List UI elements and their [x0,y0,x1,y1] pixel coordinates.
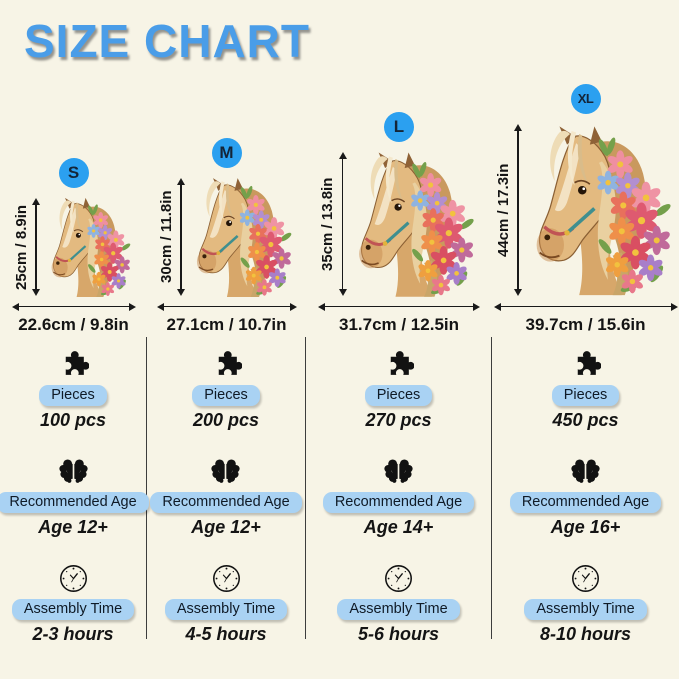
height-dimension-label: 44cm / 17.3in [494,162,512,257]
brain-icon [58,456,89,487]
horizontal-arrow [156,301,297,313]
time-group: Assembly Time 4-5 hours [164,563,288,645]
pieces-group: Pieces 200 pcs [192,349,260,431]
vertical-arrow [337,151,348,297]
size-column-xl: XL 44cm / 17.3in 39.7cm / 15.6in [492,71,679,644]
figure-l: L 35cm / 13.8in 31.7cm / 12.5in [318,71,480,337]
pieces-value: 100 pcs [39,409,107,430]
width-dimension-label: 22.6cm / 9.8in [18,314,129,334]
puzzle-piece-icon [211,349,242,380]
age-label: Recommended Age [0,491,149,513]
time-label: Assembly Time [337,598,460,620]
horse-puzzle-image [350,151,480,297]
age-value: Age 12+ [38,516,108,537]
size-badge-xl: XL [570,83,601,114]
clock-icon [383,563,414,594]
age-value: Age 16+ [550,516,621,537]
horse-puzzle-image [189,177,297,297]
figure-m: M 30cm / 11.8in 27.1cm / 10.7in [156,71,297,337]
age-group: Recommended Age Age 14+ [322,456,475,538]
age-label: Recommended Age [322,491,475,513]
time-label: Assembly Time [524,598,647,620]
time-group: Assembly Time 5-6 hours [337,563,460,645]
specs-xl: Pieces 450 pcs Recommended Age Age 16+ A… [492,337,679,644]
time-value: 2-3 hours [32,623,114,644]
specs-s: Pieces 100 pcs Recommended Age Age 12+ A… [0,336,149,644]
time-label: Assembly Time [164,598,288,620]
clock-icon [211,563,242,594]
horizontal-arrow [493,301,678,313]
size-badge-s: S [58,157,89,188]
age-label: Recommended Age [150,491,302,513]
age-group: Recommended Age Age 12+ [150,456,302,538]
pieces-value: 270 pcs [365,409,432,430]
time-group: Assembly Time 8-10 hours [524,563,647,645]
age-value: Age 14+ [363,516,434,537]
clock-icon [58,563,89,594]
pieces-label: Pieces [39,384,107,406]
vertical-arrow [176,177,187,297]
time-label: Assembly Time [11,598,135,620]
age-label: Recommended Age [509,491,662,513]
time-value: 4-5 hours [185,623,267,644]
figure-xl: XL 44cm / 17.3in 39.7cm / 15.6in [493,71,678,337]
pieces-group: Pieces 270 pcs [364,349,433,431]
clock-icon [570,563,601,594]
puzzle-piece-icon [58,349,89,380]
figure-s: S 25cm / 8.9in 22.6cm / 9.8in [11,71,136,337]
size-badge-m: M [211,137,242,168]
puzzle-piece-icon [570,349,601,380]
height-dimension-label: 35cm / 13.8in [319,176,336,271]
size-column-m: M 30cm / 11.8in 27.1cm / 10.7in [147,71,306,644]
size-column-l: L 35cm / 13.8in 31.7cm / 12.5in [306,71,492,644]
pieces-value: 450 pcs [552,409,619,430]
time-value: 8-10 hours [539,623,632,644]
time-value: 5-6 hours [357,623,440,644]
age-group: Recommended Age Age 16+ [509,456,662,538]
pieces-label: Pieces [551,384,620,406]
puzzle-piece-icon [383,349,414,380]
pieces-group: Pieces 100 pcs [39,349,107,431]
brain-icon [210,456,241,487]
page-title: SIZE CHART [24,15,310,67]
pieces-label: Pieces [192,384,260,406]
pieces-label: Pieces [364,384,433,406]
horse-puzzle-image [44,197,136,297]
vertical-arrow [31,197,42,297]
time-group: Assembly Time 2-3 hours [11,563,135,645]
age-value: Age 12+ [191,516,261,537]
specs-m: Pieces 200 pcs Recommended Age Age 12+ A… [147,336,306,644]
brain-icon [570,456,601,487]
height-dimension-label: 30cm / 11.8in [157,190,175,283]
horizontal-arrow [11,301,136,313]
size-columns: S 25cm / 8.9in 22.6cm / 9.8in [0,71,679,644]
size-column-s: S 25cm / 8.9in 22.6cm / 9.8in [0,71,149,644]
vertical-arrow [513,123,524,297]
horizontal-arrow [318,301,480,313]
horse-puzzle-image [526,123,678,297]
pieces-group: Pieces 450 pcs [551,349,620,431]
height-dimension-label: 25cm / 8.9in [12,204,30,290]
width-dimension-label: 27.1cm / 10.7in [166,314,287,334]
brain-icon [383,456,414,487]
pieces-value: 200 pcs [192,409,260,430]
size-badge-l: L [384,111,414,142]
width-dimension-label: 39.7cm / 15.6in [525,314,646,334]
width-dimension-label: 31.7cm / 12.5in [338,314,460,334]
age-group: Recommended Age Age 12+ [0,456,149,538]
specs-l: Pieces 270 pcs Recommended Age Age 14+ A… [306,336,492,644]
